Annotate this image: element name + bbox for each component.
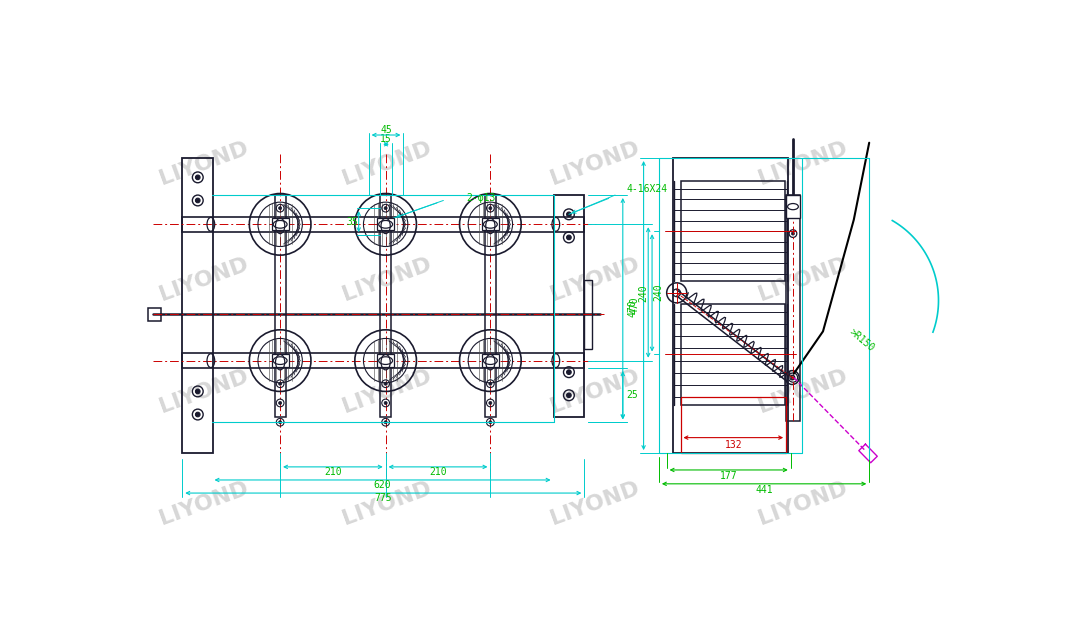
Text: 4-16X24: 4-16X24 xyxy=(626,184,667,194)
Bar xyxy=(274,195,285,417)
Circle shape xyxy=(792,232,795,235)
Bar xyxy=(482,218,499,230)
Circle shape xyxy=(195,389,200,394)
Circle shape xyxy=(279,421,282,424)
Bar xyxy=(554,195,584,417)
Circle shape xyxy=(567,235,571,240)
Circle shape xyxy=(792,377,793,379)
Bar xyxy=(680,304,784,404)
Circle shape xyxy=(279,401,282,404)
Text: LIYOND: LIYOND xyxy=(157,366,252,417)
Text: LIYOND: LIYOND xyxy=(756,138,850,189)
Circle shape xyxy=(279,382,282,386)
Text: 470: 470 xyxy=(627,300,637,317)
Text: 2-φ13: 2-φ13 xyxy=(467,193,496,203)
Text: LIYOND: LIYOND xyxy=(548,138,643,189)
Bar xyxy=(482,355,499,367)
Circle shape xyxy=(384,421,388,424)
Text: LIYOND: LIYOND xyxy=(157,478,252,529)
Circle shape xyxy=(384,226,388,229)
Circle shape xyxy=(279,226,282,229)
Text: 210: 210 xyxy=(324,468,341,477)
Circle shape xyxy=(793,377,794,379)
Bar xyxy=(680,181,784,281)
Text: 240: 240 xyxy=(638,284,648,302)
Bar xyxy=(380,195,391,417)
Text: LIYOND: LIYOND xyxy=(340,254,434,305)
Text: 35: 35 xyxy=(346,216,357,227)
Text: LIYOND: LIYOND xyxy=(340,478,434,529)
Circle shape xyxy=(195,412,200,417)
Bar xyxy=(272,218,288,230)
Circle shape xyxy=(195,175,200,180)
Bar xyxy=(183,216,584,232)
Text: 25: 25 xyxy=(626,390,638,400)
Bar xyxy=(673,158,788,453)
Bar xyxy=(183,353,584,369)
Text: 45: 45 xyxy=(380,124,392,134)
Text: LIYOND: LIYOND xyxy=(340,366,434,417)
Bar xyxy=(148,309,161,321)
Circle shape xyxy=(567,393,571,398)
Text: LIYOND: LIYOND xyxy=(548,366,643,417)
Circle shape xyxy=(489,421,491,424)
Text: LIYOND: LIYOND xyxy=(756,478,850,529)
Text: LIYOND: LIYOND xyxy=(157,254,252,305)
Text: LIYOND: LIYOND xyxy=(157,138,252,189)
Circle shape xyxy=(489,226,491,229)
Text: LIYOND: LIYOND xyxy=(756,254,850,305)
Text: 775: 775 xyxy=(375,493,392,504)
Bar xyxy=(584,280,592,349)
Circle shape xyxy=(279,206,282,209)
Text: 240: 240 xyxy=(653,284,663,301)
Circle shape xyxy=(195,198,200,203)
Circle shape xyxy=(567,370,571,374)
Text: 132: 132 xyxy=(725,440,742,449)
Text: 620: 620 xyxy=(374,480,391,490)
Bar xyxy=(183,158,213,453)
Text: LIYOND: LIYOND xyxy=(756,366,850,417)
Text: 15: 15 xyxy=(380,134,392,144)
Circle shape xyxy=(384,206,388,209)
Bar xyxy=(680,397,786,453)
Text: 441: 441 xyxy=(755,485,773,495)
Text: LIYOND: LIYOND xyxy=(548,478,643,529)
Bar xyxy=(377,218,394,230)
Text: 210: 210 xyxy=(429,468,447,477)
Bar xyxy=(786,195,800,421)
Text: >R150: >R150 xyxy=(848,327,877,354)
Bar xyxy=(377,355,394,367)
Bar xyxy=(272,355,288,367)
Circle shape xyxy=(489,206,491,209)
Circle shape xyxy=(384,401,388,404)
Text: 470: 470 xyxy=(630,297,639,314)
Circle shape xyxy=(384,382,388,386)
Circle shape xyxy=(489,401,491,404)
Text: 177: 177 xyxy=(720,471,738,481)
Text: LIYOND: LIYOND xyxy=(340,138,434,189)
Bar xyxy=(786,195,800,218)
Circle shape xyxy=(489,382,491,386)
Text: LIYOND: LIYOND xyxy=(548,254,643,305)
Circle shape xyxy=(567,212,571,216)
Bar xyxy=(485,195,496,417)
